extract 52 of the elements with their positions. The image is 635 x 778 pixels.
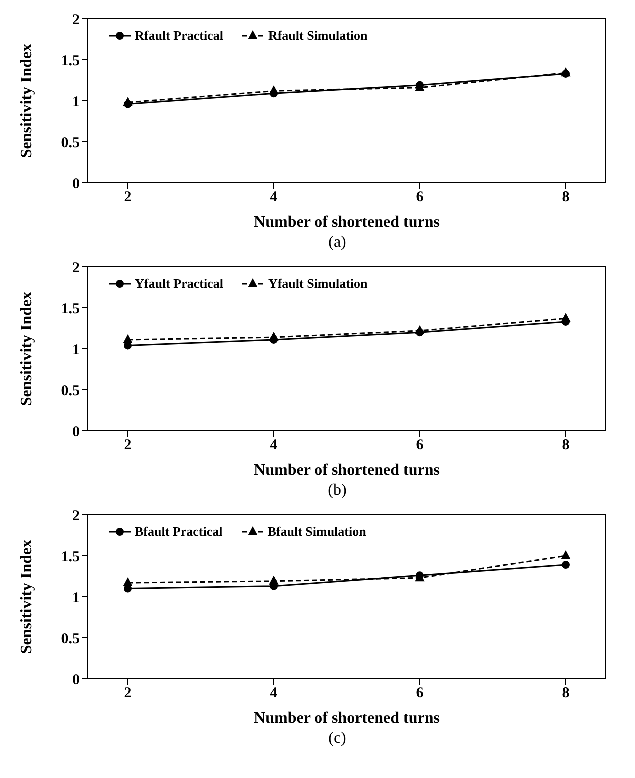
point xyxy=(270,332,278,342)
point xyxy=(562,551,570,560)
x-tick-label: 6 xyxy=(416,686,424,702)
legend-label: Yfault Simulation xyxy=(268,276,368,292)
text: (a) xyxy=(328,234,348,253)
legend-label: Rfault Simulation xyxy=(268,28,368,44)
y-axis-title: Sensitivity Index xyxy=(18,44,36,158)
text: (b) xyxy=(327,482,348,501)
x-tick-label: 4 xyxy=(270,190,278,206)
x-tick-label: 4 xyxy=(270,438,278,454)
y-tick-label: 1.5 xyxy=(61,549,80,566)
x-axis-title: Number of shortened turns xyxy=(254,710,440,727)
legend-label: Bfault Simulation xyxy=(268,524,366,540)
y-tick-label: 1 xyxy=(72,342,80,358)
point xyxy=(562,314,570,322)
x-tick-label: 8 xyxy=(562,686,570,702)
y-tick-label: 1.5 xyxy=(61,301,80,318)
point xyxy=(124,334,132,344)
y-tick-label: 0 xyxy=(72,424,80,440)
y-tick-label: 2 xyxy=(72,12,80,28)
point xyxy=(270,576,278,585)
y-tick-label: 1.5 xyxy=(61,53,80,70)
x-tick-label: 6 xyxy=(416,438,424,454)
y-tick-label: 0 xyxy=(72,672,80,688)
point xyxy=(416,326,424,334)
y-tick-label: 0 xyxy=(72,176,80,192)
x-tick-label: 2 xyxy=(124,438,132,454)
x-tick-label: 2 xyxy=(124,190,132,206)
legend-label: Bfault Practical xyxy=(135,524,223,540)
x-axis-title: Number of shortened turns xyxy=(254,214,440,231)
x-tick-label: 8 xyxy=(562,190,570,206)
y-tick-label: 2 xyxy=(72,260,80,276)
y-tick-label: 2 xyxy=(72,508,80,524)
y-tick-label: 0.5 xyxy=(61,135,80,152)
y-axis-title: Sensitivity Index xyxy=(18,292,36,406)
y-tick-label: 0.5 xyxy=(61,631,80,648)
point xyxy=(270,86,278,95)
text: (c) xyxy=(328,730,348,749)
y-tick-label: 0.5 xyxy=(61,383,80,400)
point xyxy=(124,578,132,587)
x-tick-label: 4 xyxy=(270,686,278,702)
y-tick-label: 1 xyxy=(72,94,80,110)
y-tick-label: 1 xyxy=(72,590,80,606)
point xyxy=(124,98,132,106)
y-axis-title: Sensitivity Index xyxy=(18,540,36,654)
legend-label: Yfault Practical xyxy=(135,276,224,292)
x-tick-label: 8 xyxy=(562,438,570,454)
x-tick-label: 6 xyxy=(416,190,424,206)
legend-label: Rfault Practical xyxy=(135,28,224,44)
point xyxy=(562,561,570,570)
x-axis-title: Number of shortened turns xyxy=(254,462,440,479)
x-tick-label: 2 xyxy=(124,686,132,702)
